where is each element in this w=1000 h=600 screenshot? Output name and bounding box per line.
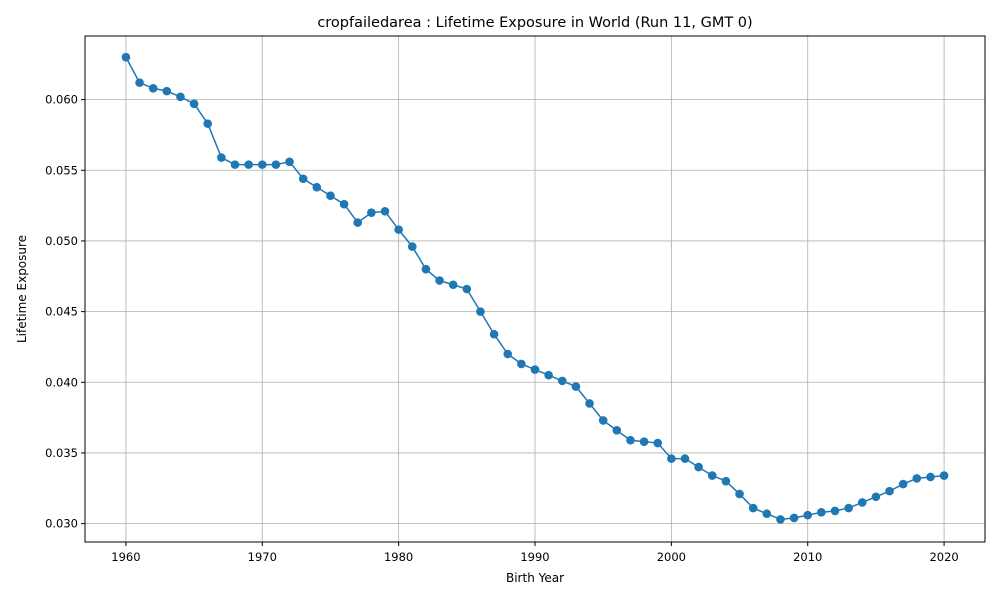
data-point [721, 476, 731, 486]
data-point [598, 416, 608, 425]
data-point [244, 160, 253, 169]
data-point [844, 503, 853, 513]
data-point [939, 471, 949, 480]
data-point [421, 264, 431, 274]
data-point [857, 498, 867, 507]
data-point [735, 489, 744, 499]
data-point [257, 160, 267, 169]
data-point [557, 376, 567, 386]
data-point [230, 160, 240, 169]
data-point [407, 242, 417, 251]
data-point [189, 99, 199, 109]
data-point [912, 474, 922, 483]
x-tick-label: 2020 [929, 550, 958, 564]
data-point [353, 218, 363, 227]
grid [85, 36, 985, 542]
data-point [885, 486, 894, 496]
data-point [285, 157, 294, 167]
x-tick-label: 1990 [520, 550, 549, 564]
data-point [748, 503, 758, 513]
data-point [789, 513, 799, 523]
y-tick-label: 0.055 [45, 163, 78, 177]
data-point [694, 462, 703, 472]
data-point [203, 119, 213, 128]
data-point [585, 399, 594, 408]
data-point [312, 182, 322, 192]
data-point [707, 471, 717, 480]
data-point [503, 349, 513, 359]
y-tick-label: 0.060 [45, 93, 78, 107]
x-tick-label: 2010 [793, 550, 822, 564]
series-layer [121, 52, 949, 524]
ticks: 1960 1970 1980 1990 2000 2010 2020 0.030 0.035 0.… [45, 93, 959, 564]
data-point [762, 509, 772, 519]
data-point [176, 92, 185, 102]
data-point [489, 329, 499, 339]
x-tick-label: 2000 [657, 550, 686, 564]
data-point [517, 359, 526, 369]
data-point [680, 454, 690, 463]
x-tick-label: 1980 [384, 550, 413, 564]
data-point [435, 276, 444, 285]
data-point [326, 191, 335, 201]
data-point [571, 382, 581, 391]
data-point [367, 208, 376, 217]
data-point [803, 510, 813, 520]
data-point [653, 438, 663, 448]
data-point [626, 435, 635, 445]
data-point [871, 492, 881, 502]
data-point [394, 225, 403, 234]
y-tick-label: 0.040 [45, 375, 78, 389]
data-point [830, 506, 840, 516]
data-point [339, 199, 349, 209]
y-tick-label: 0.045 [45, 305, 78, 319]
data-point [926, 472, 935, 482]
data-point [898, 479, 908, 489]
data-point [462, 284, 472, 294]
data-point [530, 365, 540, 374]
data-point [544, 370, 553, 380]
data-point [298, 174, 308, 184]
y-axis-label: Lifetime Exposure [15, 235, 29, 343]
data-point [476, 307, 485, 316]
data-point [380, 206, 390, 216]
y-tick-label: 0.030 [45, 517, 78, 531]
data-point [817, 508, 826, 517]
chart-title: cropfailedarea : Lifetime Exposure in Wo… [317, 15, 752, 31]
y-tick-label: 0.035 [45, 446, 78, 460]
data-point [162, 86, 172, 96]
y-tick-label: 0.050 [45, 234, 78, 248]
data-point [121, 52, 131, 62]
data-point [612, 426, 622, 435]
data-point [135, 78, 144, 87]
data-point [448, 280, 458, 290]
data-point [148, 83, 158, 93]
data-point [776, 515, 785, 524]
x-tick-label: 1970 [248, 550, 277, 564]
data-point [667, 454, 676, 463]
x-tick-label: 1960 [111, 550, 140, 564]
data-point [217, 153, 226, 162]
data-point [639, 437, 649, 446]
data-point [271, 160, 281, 169]
x-axis-label: Birth Year [506, 571, 564, 585]
